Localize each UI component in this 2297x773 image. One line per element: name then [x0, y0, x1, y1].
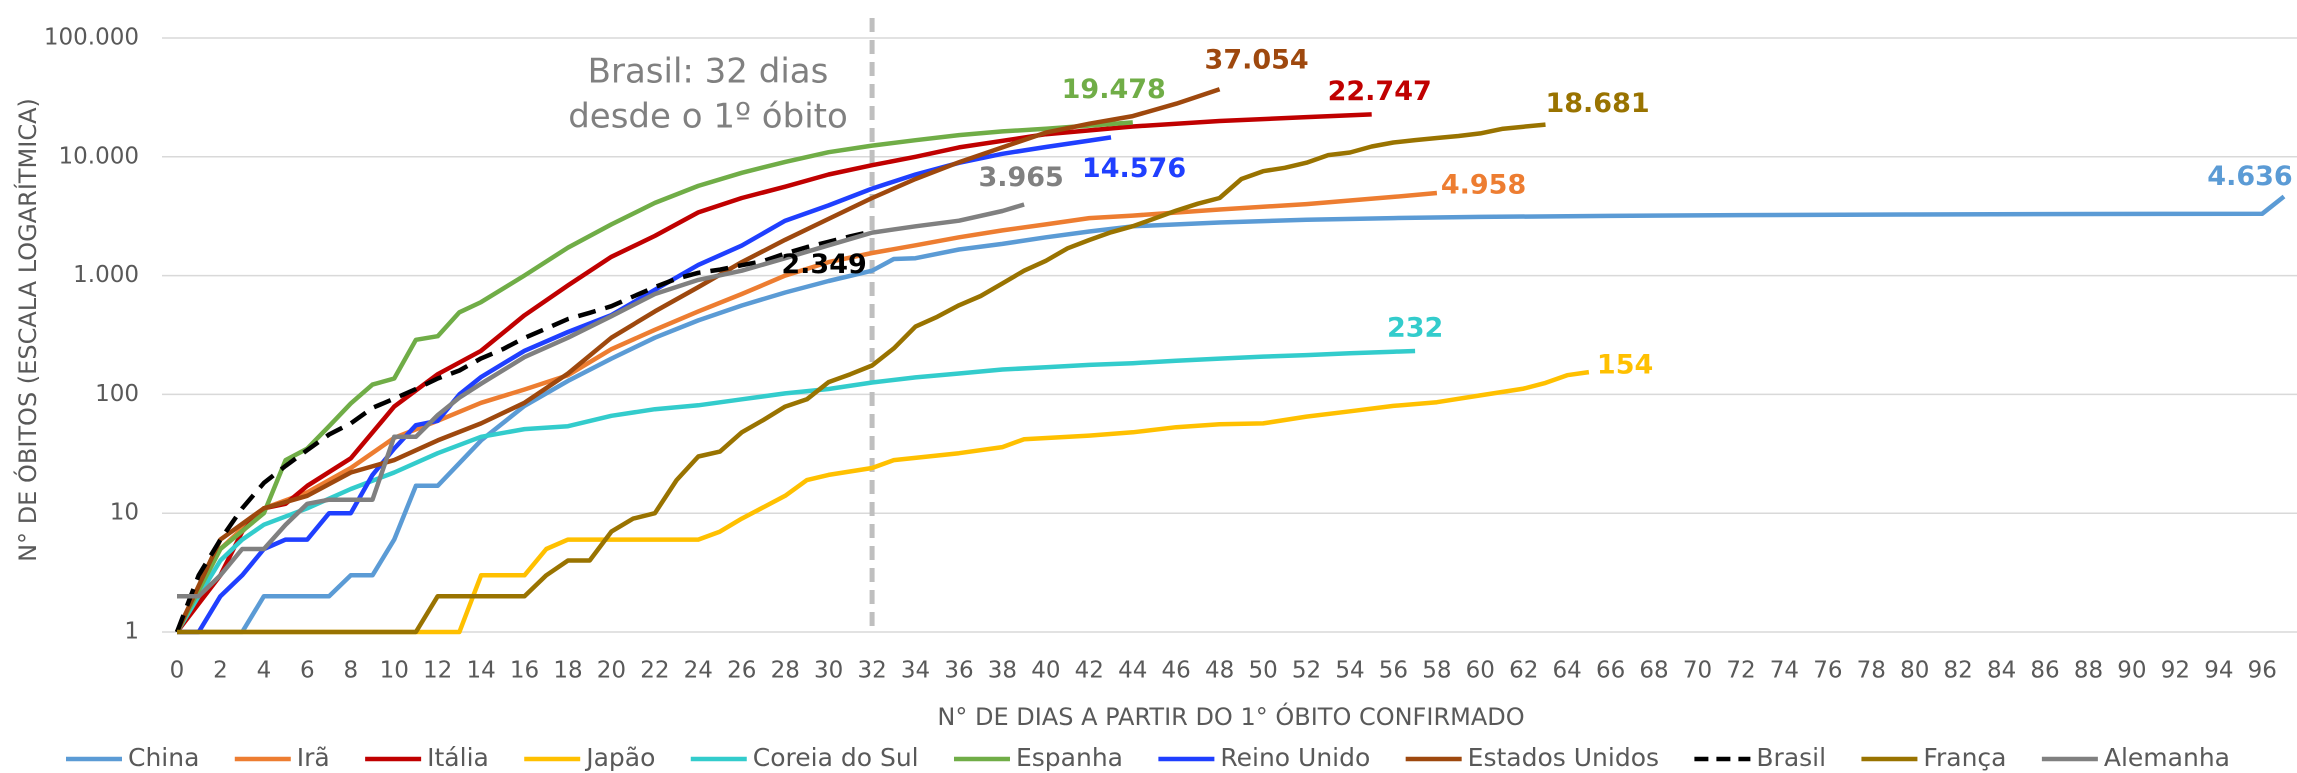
x-tick-label: 58 — [1422, 658, 1451, 684]
x-tick-label: 12 — [423, 658, 452, 684]
x-tick-label: 82 — [1944, 658, 1973, 684]
series-line — [177, 369, 1590, 635]
x-tick-label: 22 — [640, 658, 669, 684]
series-line — [177, 194, 2286, 635]
legend-label: Irã — [297, 743, 330, 772]
x-tick-label: 94 — [2204, 658, 2233, 684]
x-tick-label: 46 — [1162, 658, 1191, 684]
y-tick-label: 100.000 — [44, 25, 139, 51]
x-tick-label: 66 — [1596, 658, 1625, 684]
data-label: 3.965 — [978, 162, 1063, 193]
y-tick-label: 1.000 — [73, 262, 139, 288]
legend-label: China — [128, 743, 199, 772]
y-tick-label: 10.000 — [59, 143, 139, 169]
legend-label: França — [1923, 743, 2006, 772]
x-tick-label: 0 — [170, 658, 185, 684]
x-tick-label: 52 — [1292, 658, 1321, 684]
series-line — [177, 202, 1025, 599]
data-label: 22.747 — [1328, 76, 1432, 107]
legend-label: Itália — [427, 743, 489, 772]
legend-label: Espanha — [1016, 743, 1123, 772]
y-axis-title: N° DE ÓBITOS (ESCALA LOGARÍTMICA) — [12, 98, 42, 562]
x-tick-label: 76 — [1813, 658, 1842, 684]
x-tick-label: 6 — [300, 658, 315, 684]
legend-label: Reino Unido — [1220, 743, 1370, 772]
x-tick-label: 32 — [857, 658, 886, 684]
y-tick-label: 10 — [110, 500, 139, 526]
data-label: 14.576 — [1082, 153, 1186, 184]
series-line — [175, 348, 1416, 634]
x-tick-label: 16 — [510, 658, 539, 684]
x-tick-label: 28 — [771, 658, 800, 684]
series-line — [175, 112, 1372, 634]
x-tick-label: 62 — [1509, 658, 1538, 684]
x-tick-label: 14 — [466, 658, 495, 684]
x-tick-label: 74 — [1770, 658, 1799, 684]
x-tick-label: 56 — [1379, 658, 1408, 684]
x-tick-label: 50 — [1248, 658, 1277, 684]
x-tick-label: 26 — [727, 658, 756, 684]
y-tick-label: 100 — [95, 381, 139, 407]
x-tick-label: 68 — [1639, 658, 1668, 684]
x-tick-label: 88 — [2074, 658, 2103, 684]
series-line — [177, 135, 1112, 635]
x-tick-label: 70 — [1683, 658, 1712, 684]
legend-label: Brasil — [1756, 743, 1826, 772]
series-line — [175, 120, 1133, 634]
data-label: 4.958 — [1441, 169, 1526, 200]
x-tick-label: 24 — [684, 658, 713, 684]
data-label: 4.636 — [2207, 161, 2292, 192]
x-tick-label: 64 — [1553, 658, 1582, 684]
x-tick-label: 4 — [257, 658, 272, 684]
x-axis-title: N° DE DIAS A PARTIR DO 1° ÓBITO CONFIRMA… — [937, 701, 1524, 731]
x-tick-label: 86 — [2030, 658, 2059, 684]
legend-label: Estados Unidos — [1468, 743, 1659, 772]
x-tick-label: 60 — [1466, 658, 1495, 684]
data-label: 232 — [1387, 312, 1443, 343]
x-tick-label: 2 — [213, 658, 228, 684]
x-tick-label: 54 — [1335, 658, 1364, 684]
x-tick-label: 36 — [944, 658, 973, 684]
legend-label: Alemanha — [2104, 743, 2230, 772]
series-line — [177, 122, 1546, 635]
x-tick-label: 90 — [2117, 658, 2146, 684]
series-line — [174, 229, 873, 633]
data-label: 2.349 — [781, 249, 866, 280]
x-tick-label: 10 — [380, 658, 409, 684]
x-tick-label: 92 — [2161, 658, 2190, 684]
series-line — [174, 87, 1221, 633]
series-line — [175, 190, 1438, 634]
x-tick-label: 96 — [2248, 658, 2277, 684]
x-tick-label: 34 — [901, 658, 930, 684]
x-tick-label: 42 — [1075, 658, 1104, 684]
x-tick-label: 72 — [1726, 658, 1755, 684]
data-label: 37.054 — [1205, 45, 1309, 76]
x-tick-label: 80 — [1900, 658, 1929, 684]
x-tick-label: 30 — [814, 658, 843, 684]
x-tick-label: 78 — [1857, 658, 1886, 684]
x-tick-label: 84 — [1987, 658, 2016, 684]
x-tick-label: 48 — [1205, 658, 1234, 684]
annotation: desde o 1º óbito — [568, 97, 848, 137]
x-tick-label: 8 — [343, 658, 358, 684]
x-tick-label: 18 — [553, 658, 582, 684]
y-tick-label: 1 — [124, 619, 139, 645]
data-label: 18.681 — [1545, 88, 1649, 119]
legend-label: Japão — [584, 743, 655, 772]
x-tick-label: 44 — [1118, 658, 1147, 684]
legend-label: Coreia do Sul — [753, 743, 919, 772]
data-label: 19.478 — [1062, 74, 1166, 105]
x-tick-label: 20 — [597, 658, 626, 684]
data-label: 154 — [1597, 350, 1653, 381]
x-tick-label: 38 — [988, 658, 1017, 684]
x-tick-label: 40 — [1031, 658, 1060, 684]
annotation: Brasil: 32 dias — [588, 52, 829, 92]
